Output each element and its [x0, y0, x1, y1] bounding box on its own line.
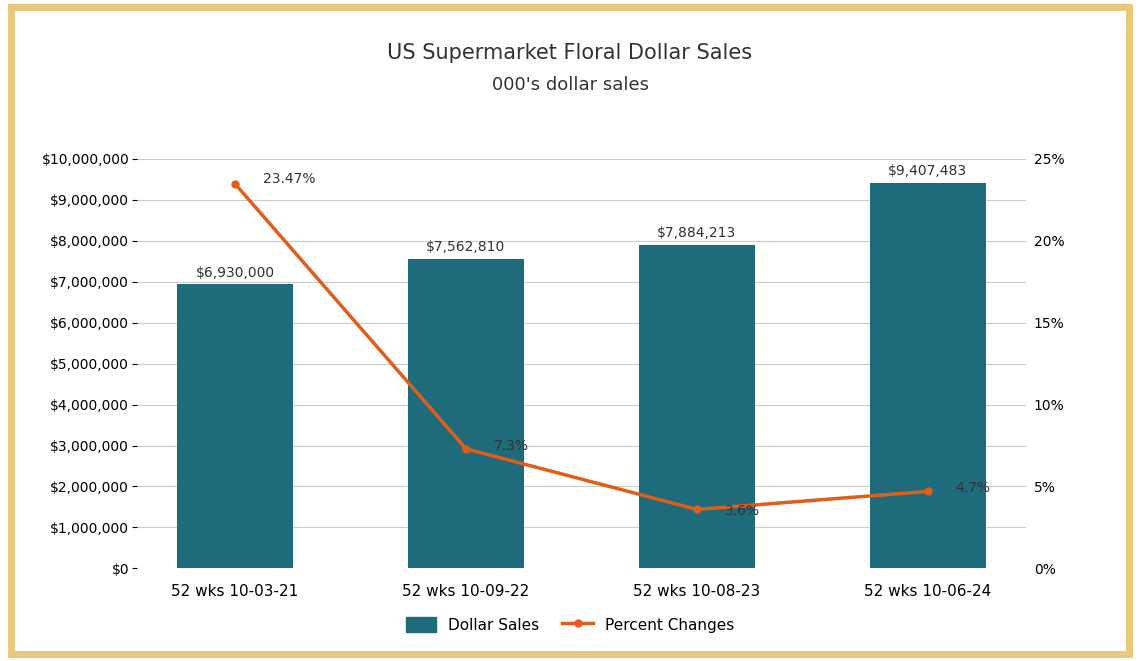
Text: $6,930,000: $6,930,000 — [195, 266, 275, 280]
Bar — [177, 284, 293, 568]
Text: $9,407,483: $9,407,483 — [888, 164, 968, 178]
Text: 23.47%: 23.47% — [262, 172, 315, 186]
Percent Changes — [459, 445, 473, 453]
Bar — [408, 258, 523, 568]
Text: 000's dollar sales: 000's dollar sales — [491, 76, 649, 94]
Text: 3.6%: 3.6% — [725, 504, 759, 518]
Line: Percent Changes: Percent Changes — [231, 180, 931, 513]
Percent Changes — [921, 487, 935, 495]
Bar — [640, 245, 755, 568]
Percent Changes — [690, 506, 703, 514]
Text: $7,884,213: $7,884,213 — [658, 227, 736, 241]
Legend: Dollar Sales, Percent Changes: Dollar Sales, Percent Changes — [398, 609, 742, 640]
Text: $7,562,810: $7,562,810 — [426, 239, 505, 254]
Text: US Supermarket Floral Dollar Sales: US Supermarket Floral Dollar Sales — [388, 43, 752, 63]
Text: 7.3%: 7.3% — [494, 438, 529, 453]
Bar — [870, 183, 986, 568]
Percent Changes — [228, 180, 242, 188]
Text: 4.7%: 4.7% — [955, 481, 991, 495]
